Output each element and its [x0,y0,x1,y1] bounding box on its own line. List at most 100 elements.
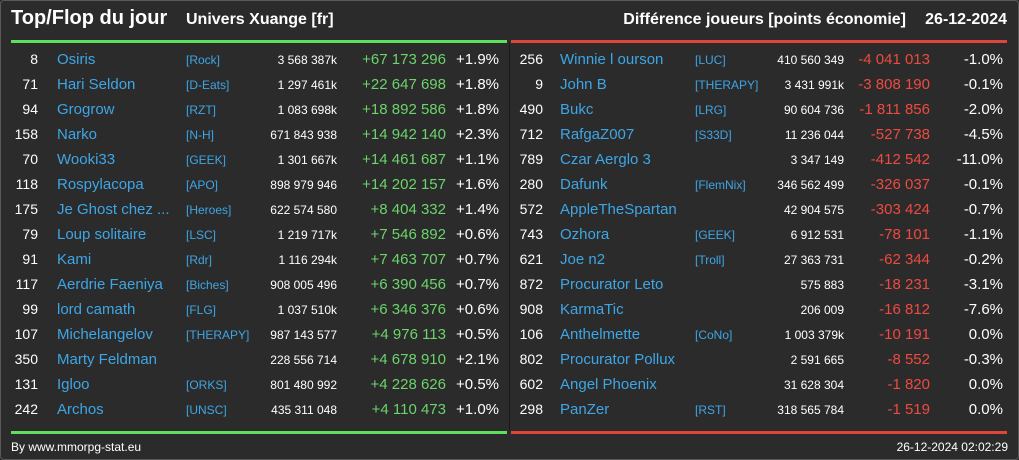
player-score: 3 347 149 [790,153,844,167]
player-rank: 91 [22,251,38,267]
flop-row: 256 Winnie l ourson [LUC] 410 560 349 -4 041… [511,47,1019,72]
percent-change: +0.7% [456,251,499,268]
percent-change: +0.6% [456,226,499,243]
player-name-link[interactable]: Joe n2 [560,251,606,268]
player-rank: 8 [30,51,38,67]
alliance-tag-link[interactable]: [THERAPY] [186,328,250,342]
player-name-link[interactable]: Czar Aerglo 3 [560,151,651,168]
player-score: 3 431 991k [784,78,844,92]
score-difference: +8 404 332 [370,201,447,218]
player-rank: 298 [519,401,543,417]
player-rank: 131 [14,376,38,392]
player-rank: 107 [14,326,38,342]
player-name-link[interactable]: AppleTheSpartan [560,201,677,218]
score-difference: +6 346 376 [370,301,447,318]
top-row: 118 Rospylacopa [APO] 898 979 946 +14 202 15… [0,172,509,197]
alliance-tag-link[interactable]: [APO] [186,178,219,192]
alliance-tag-link[interactable]: [LSC] [186,228,217,242]
player-name-link[interactable]: Igloo [57,376,90,393]
score-difference: -8 552 [887,351,930,368]
alliance-tag-link[interactable]: [GEEK] [695,228,736,242]
flop-row: 280 Dafunk [FlemNix] 346 562 499 -326 037 -0.… [511,172,1019,197]
alliance-tag-link[interactable]: [ORKS] [186,378,227,392]
player-name-link[interactable]: Narko [57,126,98,143]
player-name-link[interactable]: Winnie l ourson [560,51,664,68]
player-name-link[interactable]: Anthelmette [560,326,641,343]
alliance-tag-link[interactable]: [RST] [695,403,726,417]
flop-row: 9 John B [THERAPY] 3 431 991k -3 808 190 -0.1… [511,72,1019,97]
percent-change: +2.1% [456,351,499,368]
percent-change: +2.3% [456,126,499,143]
flop-row: 802 Procurator Pollux 2 591 665 -8 552 -0.3% [511,347,1019,372]
player-name-link[interactable]: Ozhora [560,226,610,243]
player-name-link[interactable]: Rospylacopa [57,176,144,193]
percent-change: +0.5% [456,326,499,343]
alliance-tag-link[interactable]: [S33D] [695,128,732,142]
player-score: 987 143 577 [270,328,337,342]
player-name-link[interactable]: Wooki33 [57,151,116,168]
player-name-link[interactable]: Loup solitaire [57,226,147,243]
alliance-tag-link[interactable]: [Rdr] [186,253,213,267]
percent-change: -0.1% [963,176,1003,193]
score-difference: +6 390 456 [370,276,447,293]
score-difference: -78 101 [879,226,930,243]
alliance-tag-link[interactable]: [GEEK] [186,153,227,167]
score-difference: -1 519 [887,401,930,418]
alliance-tag-link[interactable]: [D-Eats] [186,78,230,92]
alliance-tag-link[interactable]: [N-H] [186,128,214,142]
player-name-link[interactable]: PanZer [560,401,610,418]
player-name-link[interactable]: Je Ghost chez ... [57,201,170,218]
player-rank: 175 [14,201,38,217]
player-name-link[interactable]: Marty Feldman [57,351,158,368]
alliance-tag-link[interactable]: [LRG] [695,103,727,117]
flop-row: 572 AppleTheSpartan 42 904 575 -303 424 -0.7… [511,197,1019,222]
player-name-link[interactable]: KarmaTic [560,301,624,318]
player-name-link[interactable]: Aerdrie Faeniya [57,276,163,293]
alliance-tag-link[interactable]: [Troll] [695,253,725,267]
player-name-link[interactable]: Procurator Leto [560,276,664,293]
player-name-link[interactable]: Kami [57,251,92,268]
score-difference: +67 173 296 [362,51,446,68]
player-score: 671 843 938 [270,128,337,142]
percent-change: +1.0% [456,401,499,418]
alliance-tag-link[interactable]: [Rock] [186,53,221,67]
player-score: 908 005 496 [270,278,337,292]
player-name-link[interactable]: Bukc [560,101,594,118]
player-name-link[interactable]: Hari Seldon [57,76,136,93]
percent-change: -3.1% [963,276,1003,293]
player-name-link[interactable]: John B [560,76,607,93]
percent-change: +1.4% [456,201,499,218]
player-name-link[interactable]: Michelangelov [57,326,153,343]
score-difference: +4 976 113 [371,326,446,343]
player-name-link[interactable]: Procurator Pollux [560,351,676,368]
alliance-tag-link[interactable]: [UNSC] [186,403,227,417]
percent-change: +1.8% [456,76,499,93]
player-name-link[interactable]: Osiris [57,51,96,68]
player-name-link[interactable]: Grogrow [57,101,115,118]
player-rank: 572 [519,201,543,217]
alliance-tag-link[interactable]: [FlemNix] [695,178,746,192]
player-name-link[interactable]: Archos [57,401,104,418]
alliance-tag-link[interactable]: [FLG] [186,303,217,317]
alliance-tag-link[interactable]: [THERAPY] [695,78,759,92]
alliance-tag-link[interactable]: [Heroes] [186,203,232,217]
player-score: 898 979 946 [270,178,337,192]
player-rank: 602 [519,376,543,392]
alliance-tag-link[interactable]: [Biches] [186,278,229,292]
player-name-link[interactable]: RafgaZ007 [560,126,635,143]
alliance-tag-link[interactable]: [CoNo] [695,328,733,342]
player-name-link[interactable]: Angel Phoenix [560,376,657,393]
player-name-link[interactable]: Dafunk [560,176,608,193]
player-rank: 490 [519,101,543,117]
player-rank: 242 [14,401,38,417]
footer-timestamp: 26-12-2024 02:02:29 [896,440,1008,454]
percent-change: +1.8% [456,101,499,118]
alliance-tag-link[interactable]: [LUC] [695,53,726,67]
player-rank: 743 [519,226,543,242]
player-score: 346 562 499 [777,178,844,192]
percent-change: +1.9% [456,51,499,68]
top-row: 8 Osiris [Rock] 3 568 387k +67 173 296 +1.9% [0,47,509,72]
player-name-link[interactable]: lord camath [57,301,136,318]
alliance-tag-link[interactable]: [RZT] [186,103,216,117]
player-rank: 712 [519,126,543,142]
